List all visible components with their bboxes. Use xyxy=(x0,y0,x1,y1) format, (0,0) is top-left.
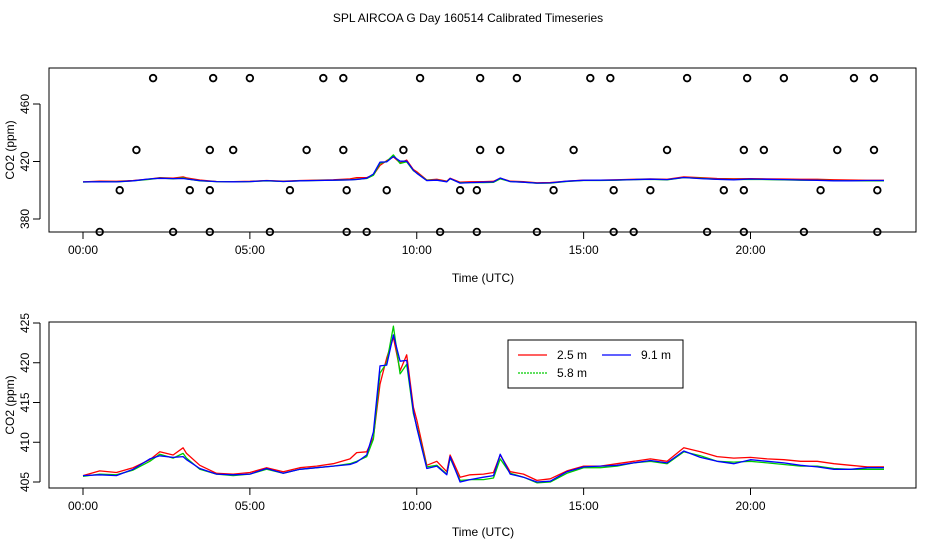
calibration-marker xyxy=(115,186,124,195)
calibration-marker xyxy=(512,73,522,83)
bottom-series-line-9-1-m xyxy=(82,334,884,483)
calibration-marker xyxy=(549,186,558,195)
bottom-series-line-2-5-m xyxy=(82,336,884,482)
calibration-marker xyxy=(532,227,542,237)
calibration-marker xyxy=(609,227,618,237)
bottom-x-axis-label: Time (UTC) xyxy=(452,525,514,539)
calibration-marker xyxy=(719,186,728,195)
calibration-marker xyxy=(265,227,275,237)
legend-label-9-1m: 9.1 m xyxy=(641,348,671,362)
calibration-marker xyxy=(472,186,482,195)
calibration-marker xyxy=(759,145,769,155)
calibration-marker xyxy=(816,186,825,195)
calibration-marker xyxy=(569,145,578,155)
top-y-axis-label: CO2 (ppm) xyxy=(3,120,17,179)
bottom-y-tick-label: 415 xyxy=(18,392,32,412)
top-x-tick-label: 20:00 xyxy=(735,243,765,257)
top-plot-frame xyxy=(48,67,917,233)
calibration-marker xyxy=(586,73,595,83)
calibration-marker xyxy=(382,186,391,195)
bottom-y-tick-label: 420 xyxy=(18,352,32,372)
top-markers xyxy=(95,73,882,237)
calibration-marker xyxy=(132,145,141,155)
top-y-tick-label: 420 xyxy=(18,151,32,171)
calibration-marker xyxy=(629,227,638,237)
bottom-x-tick-label: 10:00 xyxy=(402,499,432,513)
legend: 2.5 m 5.8 m 9.1 m xyxy=(507,339,684,389)
chart-title: SPL AIRCOA G Day 160514 Calibrated Times… xyxy=(333,11,603,25)
calibration-marker xyxy=(472,227,482,237)
bottom-x-tick-label: 00:00 xyxy=(68,499,98,513)
calibration-marker xyxy=(739,145,749,155)
bottom-x-tick-label: 20:00 xyxy=(735,499,765,513)
calibration-marker xyxy=(869,73,879,83)
top-series-line-9-1-m xyxy=(82,155,884,184)
calibration-marker xyxy=(742,73,752,83)
calibration-marker xyxy=(415,73,425,83)
legend-box xyxy=(507,339,684,389)
calibration-marker xyxy=(205,145,215,155)
legend-label-2-5m: 2.5 m xyxy=(557,348,587,362)
calibration-marker xyxy=(873,186,882,195)
calibration-marker xyxy=(245,73,255,83)
top-x-tick-label: 15:00 xyxy=(569,243,599,257)
calibration-marker xyxy=(739,227,749,237)
calibration-marker xyxy=(646,186,655,195)
calibration-marker xyxy=(362,227,371,237)
bottom-y-tick-label: 405 xyxy=(18,472,32,492)
bottom-y-tick-label: 410 xyxy=(18,432,32,452)
top-y-tick-label: 380 xyxy=(18,209,32,229)
calibration-marker xyxy=(475,145,485,155)
calibration-marker xyxy=(95,227,104,237)
bottom-axes: 00:00 05:00 10:00 15:00 20:00 405 410 415 420 425 xyxy=(18,313,766,513)
calibration-marker xyxy=(342,227,351,237)
calibration-marker xyxy=(399,145,408,155)
calibration-marker xyxy=(662,145,672,155)
calibration-marker xyxy=(302,145,311,155)
calibration-marker xyxy=(342,186,351,195)
calibration-marker xyxy=(779,73,789,83)
calibration-marker xyxy=(869,145,879,155)
calibration-marker xyxy=(739,186,749,195)
calibration-marker xyxy=(185,186,194,195)
calibration-marker xyxy=(873,227,882,237)
calibration-marker xyxy=(168,227,178,237)
bottom-series-line-5-8-m xyxy=(82,325,884,484)
legend-label-5-8m: 5.8 m xyxy=(557,366,587,380)
top-x-tick-label: 00:00 xyxy=(68,243,98,257)
calibration-marker xyxy=(455,186,465,195)
calibration-marker xyxy=(495,145,505,155)
calibration-marker xyxy=(148,73,158,83)
bottom-x-tick-label: 05:00 xyxy=(235,499,265,513)
bottom-y-axis-label: CO2 (ppm) xyxy=(3,375,17,434)
calibration-marker xyxy=(319,73,328,83)
bottom-series xyxy=(82,325,884,484)
calibration-marker xyxy=(606,73,615,83)
calibration-marker xyxy=(339,73,348,83)
calibration-marker xyxy=(799,227,809,237)
top-series xyxy=(82,154,884,184)
top-axes: 00:00 05:00 10:00 15:00 20:00 380 420 460 xyxy=(18,94,766,257)
calibration-marker xyxy=(228,145,238,155)
bottom-x-tick-label: 15:00 xyxy=(569,499,599,513)
calibration-marker xyxy=(833,145,842,155)
calibration-marker xyxy=(682,73,692,83)
calibration-marker xyxy=(849,73,859,83)
top-x-axis-label: Time (UTC) xyxy=(452,271,514,285)
top-x-tick-label: 10:00 xyxy=(402,243,432,257)
calibration-marker xyxy=(285,186,295,195)
calibration-marker xyxy=(339,145,348,155)
calibration-marker xyxy=(435,227,445,237)
bottom-y-tick-label: 425 xyxy=(18,313,32,333)
calibration-marker xyxy=(205,186,215,195)
calibration-marker xyxy=(702,227,712,237)
top-x-tick-label: 05:00 xyxy=(235,243,265,257)
calibration-marker xyxy=(208,73,218,83)
top-y-tick-label: 460 xyxy=(18,94,32,114)
calibration-marker xyxy=(609,186,618,195)
calibration-marker xyxy=(475,73,485,83)
calibration-marker xyxy=(205,227,215,237)
